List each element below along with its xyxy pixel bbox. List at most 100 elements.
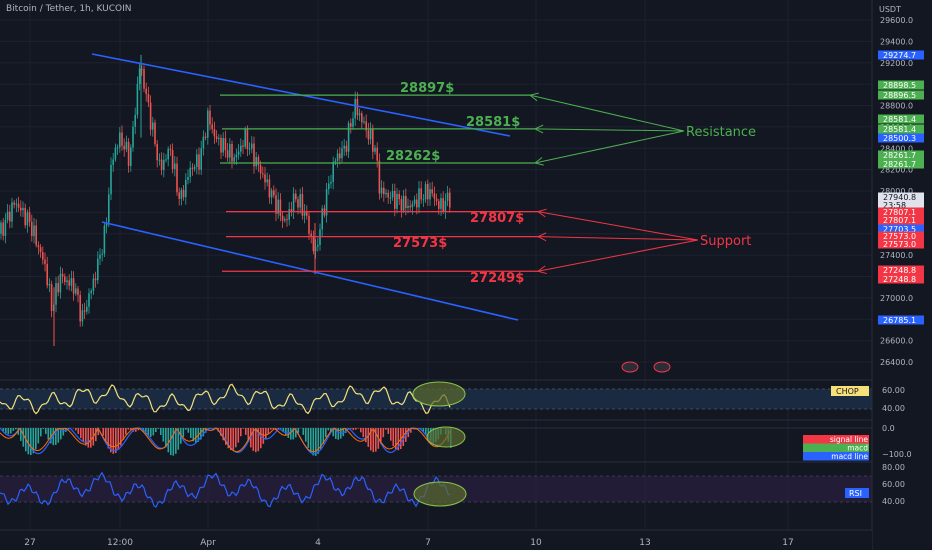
macd-histogram-bar [360,428,362,433]
price-label-text: 27248.8 [883,275,916,284]
macd-histogram-bar [352,428,355,431]
price-tick-label: 29400.0 [880,37,913,46]
price-label-tag[interactable] [878,192,924,202]
candle-body [446,192,449,201]
macd-highlight [426,426,466,448]
candle-body [108,194,110,223]
price-label-tag[interactable] [878,224,924,234]
candle-body [143,69,145,89]
macd-badge[interactable] [803,443,869,453]
price-label-tag[interactable] [878,50,924,60]
macd-histogram-bar [177,428,180,450]
candle-body [9,211,11,222]
candle-body [4,220,7,236]
macd-histogram-bar [265,428,267,439]
candle-body [59,273,62,293]
candle-body [220,137,222,153]
price-label-tag[interactable] [878,274,924,284]
macd-histogram-bar [267,428,270,434]
price-label-tag[interactable] [878,315,924,325]
candle-body [224,138,227,151]
macd-histogram-bar [2,428,5,432]
price-label-tag[interactable] [878,124,924,134]
price-label-text: 23:58 [883,201,906,210]
price-label-tag[interactable] [878,215,924,225]
macd-histogram-bar [200,428,202,440]
rsi-tick-label: 40.00 [882,497,905,506]
price-label-tag[interactable] [878,231,924,241]
macd-histogram-bar [175,428,177,454]
candle-body [266,179,268,183]
macd-histogram-bar [125,428,127,435]
candle-body [178,192,180,199]
price-label-tag[interactable] [878,150,924,160]
time-tick-label: 12:00 [107,538,133,548]
candle-body [222,138,224,153]
candle-body [121,132,123,146]
macd-histogram-bar [90,428,92,448]
macd-histogram-bar [102,428,105,436]
candle-body [246,129,249,150]
macd-badge[interactable] [803,435,869,444]
candle-body [130,147,132,166]
event-flag-icon[interactable] [653,361,671,373]
macd-histogram-bar [135,428,137,432]
macd-badge[interactable] [803,452,869,461]
macd-histogram-bar [7,428,10,435]
price-label-tag[interactable] [878,90,924,100]
price-tick-label: 26400.0 [880,358,913,367]
macd-histogram-bar [255,428,257,453]
candle-body [288,209,290,220]
time-axis[interactable]: 27 12:00 Apr 4 7 10 13 17 [0,531,872,550]
macd-histogram-bar [145,428,147,435]
candle-body [116,147,119,149]
price-label-tag[interactable] [878,133,924,143]
candle-body [22,207,24,211]
macd-histogram-bar [40,428,42,437]
macd-histogram-bar [260,428,262,449]
price-label-tag[interactable] [878,114,924,124]
macd-histogram-bar [305,428,307,442]
currency-label: USDT [879,5,901,14]
price-label-text: 27703.5 [883,225,916,234]
candle-body [270,190,273,198]
callout-arrow-head [536,232,547,242]
event-flag-shape [621,361,639,373]
candle-body [341,148,343,159]
time-axis-bg [0,531,872,550]
price-label-tag[interactable] [878,200,924,210]
candle-body [64,276,66,283]
macd-histogram-bar [317,428,320,454]
chop-badge[interactable] [831,386,869,396]
callout-arrow-head [528,92,539,102]
price-label-tag[interactable] [878,265,924,275]
price-label-tag[interactable] [878,239,924,249]
candle-body [237,151,240,155]
candle-body [233,157,235,162]
candle-body [114,147,117,160]
candle-body [387,192,389,198]
price-axis[interactable]: 29600.029400.029200.029000.028800.028600… [803,0,932,550]
candle-body [55,283,57,305]
rsi-line [0,471,451,508]
candle-body [70,278,73,286]
price-label-tag[interactable] [878,207,924,217]
macd-histogram-bar [185,428,187,430]
macd-histogram-bar [222,428,225,441]
macd-histogram-bar [330,428,332,432]
candle-body [275,195,277,214]
candle-body [429,189,431,200]
candle-body [11,202,13,222]
candle-body [240,145,242,152]
candle-body [103,225,106,254]
price-label-tag[interactable] [878,159,924,169]
price-label-tag[interactable] [878,80,924,90]
price-tick-label: 29600.0 [880,16,913,25]
candle-body [110,164,112,195]
event-flag-icon[interactable] [621,361,639,373]
rsi-badge[interactable] [845,488,869,498]
level-lines[interactable]: 28897$ 28581$ 28262$ 27807$ 27573$ 27249$ Resi… [220,81,756,286]
macd-histogram-bar [390,428,392,441]
